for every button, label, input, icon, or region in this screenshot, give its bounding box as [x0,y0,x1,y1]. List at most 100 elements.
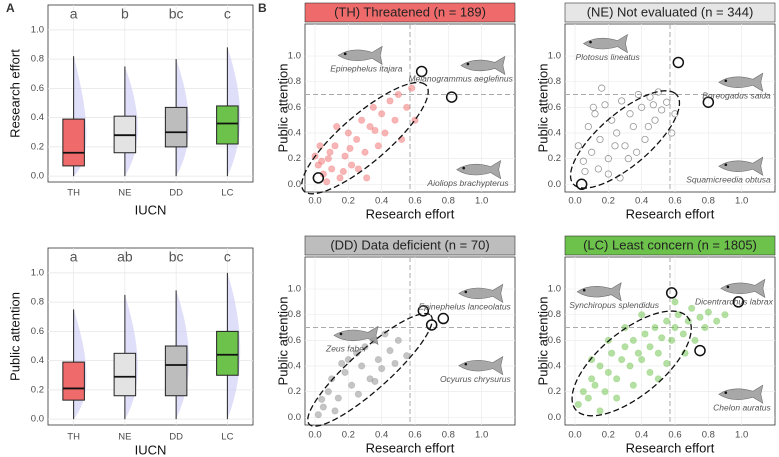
fish-illustration [718,384,764,404]
fish-eye [582,288,586,292]
species-label: Plotosus lineatus [576,52,641,62]
y-tick-label: 0.0 [31,414,44,425]
y-axis-label: Public attention [275,64,290,153]
point [671,323,679,332]
point [344,129,352,137]
x-tick-label: NE [118,188,131,199]
x-axis-label: IUCN [135,442,167,457]
x-tick-label: 0.6 [408,196,421,207]
y-tick-label: 1.0 [548,284,561,295]
x-axis-label: Research effort [366,206,455,221]
y-tick-label: 0.6 [548,102,561,113]
point [644,122,652,131]
point [328,375,336,383]
y-tick-label: 0.0 [288,412,301,423]
y-axis-label: Research effort [7,49,22,138]
point [598,84,606,92]
fish-eye [724,163,728,167]
point [624,155,632,163]
point [344,355,352,364]
point [579,157,587,165]
highlighted-species [575,178,588,191]
x-axis-label: Research effort [626,440,715,455]
point [704,308,712,316]
fish-illustration [720,278,766,298]
point [651,323,659,332]
point [353,135,361,144]
point [588,148,596,156]
point [654,349,662,357]
point [386,97,394,105]
confidence-ellipse [307,312,433,427]
point [641,135,649,144]
point [671,298,679,306]
y-tick-label: 0.6 [548,335,561,346]
y-tick-label: 0.2 [31,384,44,395]
point [361,343,369,351]
chart-title: (LC) Least concern (n = 1805) [583,237,757,252]
point [663,317,671,325]
significance-letter: a [70,6,78,22]
highlighted-species [732,296,745,308]
x-tick-label: 0.6 [668,196,681,207]
fish-eye [462,166,466,170]
fish-eye [339,332,343,336]
species-label: Melanogrammus aeglefinus [408,74,513,84]
y-tick-label: 0.4 [31,112,44,123]
point [691,336,699,344]
x-axis-label: Research effort [366,440,455,455]
point [394,336,402,344]
confidence-ellipse [301,81,429,195]
point [574,400,582,409]
fish-eye [589,40,592,44]
point [334,394,342,402]
y-tick-label: 0.8 [288,76,301,87]
fish-eye [466,62,470,66]
x-tick-label: 0.2 [602,430,615,441]
x-tick-label: DD [169,432,183,443]
highlighted-species [425,319,438,331]
significance-letter: ab [117,249,133,265]
x-tick-label: 0.0 [308,430,321,441]
y-tick-label: 0.8 [548,76,561,87]
fish-illustration [337,45,383,65]
point [688,304,696,312]
box [164,345,188,397]
point [696,313,704,321]
point [318,395,326,403]
x-tick-label: 0.2 [342,430,355,441]
highlighted-species [665,287,678,299]
point [604,155,612,163]
point [588,355,596,364]
x-tick-label: 0.8 [442,430,455,441]
point [361,148,369,156]
point [341,152,349,160]
fish-eye [464,290,468,294]
point [674,311,682,319]
x-tick-label: 0.0 [308,196,321,207]
point [679,330,687,338]
confidence-ellipse [569,90,681,189]
fish-illustration [456,159,502,180]
y-tick-label: 0.0 [31,171,44,182]
point [671,110,679,118]
point [608,349,616,357]
point [663,359,671,368]
point [326,148,334,156]
point [634,90,642,99]
point [634,349,642,357]
chart-title: (TH) Threatened (n = 189) [334,4,486,19]
y-tick-label: 0.2 [288,153,301,164]
point [374,355,382,364]
point [618,355,626,364]
y-tick-label: 0.8 [548,309,561,320]
point [626,362,634,370]
point [574,142,582,150]
y-tick-label: 0.6 [288,102,301,113]
box [216,330,239,376]
point [591,110,599,118]
point [613,375,621,383]
x-tick-label: LC [221,188,233,199]
species-label: Aioliops brachypterus [426,178,509,188]
